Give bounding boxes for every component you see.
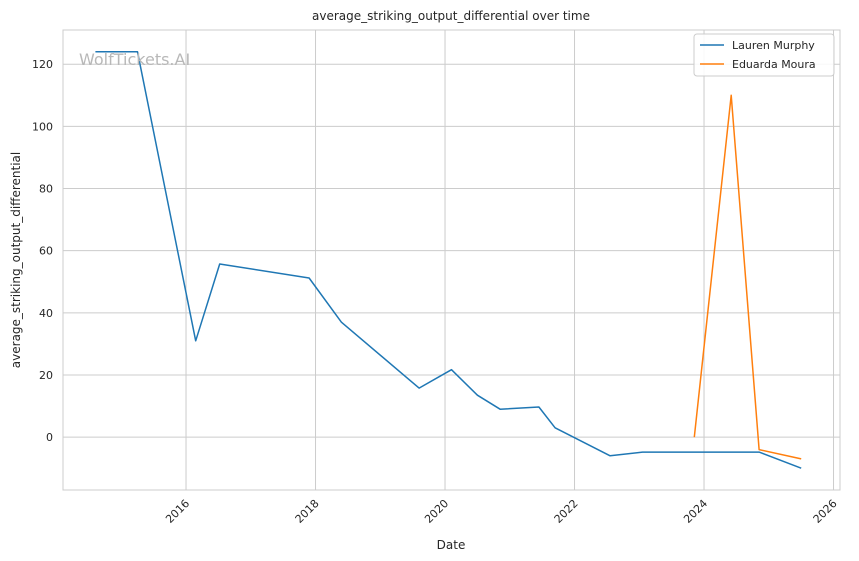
series-line-2 xyxy=(693,94,802,460)
y-tick-labels: 0 20 40 60 80 100 120 xyxy=(32,58,53,444)
y-tick-label: 20 xyxy=(39,369,53,382)
y-tick-label: 120 xyxy=(32,58,53,71)
series-line-1 xyxy=(95,51,802,469)
legend-box xyxy=(693,33,835,77)
legend-label: Eduarda Moura xyxy=(732,58,816,71)
y-axis-label: average_striking_output_differential xyxy=(9,152,23,368)
y-tick-label: 80 xyxy=(39,183,53,196)
watermark: WolfTickets.AI xyxy=(79,50,190,69)
legend-label: Lauren Murphy xyxy=(732,39,815,52)
series-lines xyxy=(95,51,802,469)
plot-frame xyxy=(62,29,841,491)
y-tick-label: 100 xyxy=(32,120,53,133)
grid xyxy=(63,30,840,490)
x-axis-label: Date xyxy=(437,538,466,552)
y-tick-label: 0 xyxy=(46,431,53,444)
y-tick-label: 60 xyxy=(39,245,53,258)
legend: Lauren Murphy Eduarda Moura xyxy=(693,33,835,77)
chart-title: average_striking_output_differential ove… xyxy=(312,9,590,23)
y-tick-label: 40 xyxy=(39,307,53,320)
